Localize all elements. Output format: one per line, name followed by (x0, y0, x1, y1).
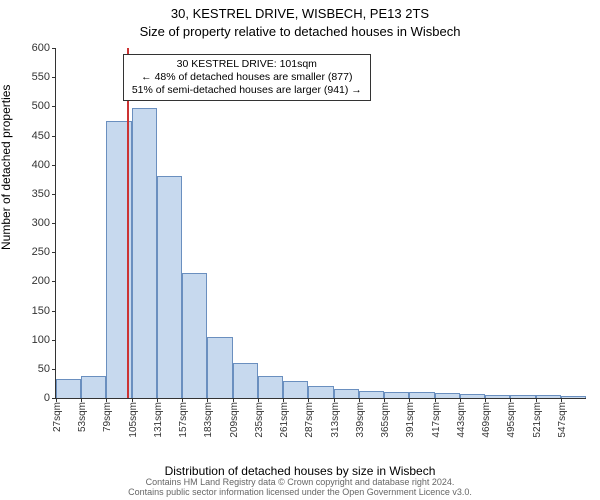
x-tick-mark (359, 398, 360, 402)
histogram-bar (157, 176, 182, 398)
x-tick-label: 105sqm (125, 402, 139, 438)
x-tick-mark (510, 398, 511, 402)
y-tick-mark (52, 136, 56, 137)
chart-container: 30, KESTREL DRIVE, WISBECH, PE13 2TS Siz… (0, 0, 600, 500)
histogram-bar (182, 273, 207, 398)
x-tick-mark (384, 398, 385, 402)
x-tick-label: 235sqm (251, 402, 265, 438)
x-tick-mark (157, 398, 158, 402)
x-tick-mark (561, 398, 562, 402)
x-tick-label: 209sqm (226, 402, 240, 438)
annotation-box: 30 KESTREL DRIVE: 101sqm← 48% of detache… (123, 54, 371, 101)
histogram-bar (258, 376, 283, 398)
x-tick-mark (283, 398, 284, 402)
annotation-line3: 51% of semi-detached houses are larger (… (132, 84, 362, 96)
title-address: 30, KESTREL DRIVE, WISBECH, PE13 2TS (0, 6, 600, 21)
histogram-bar (132, 108, 157, 399)
histogram-bar (510, 395, 535, 398)
attribution-line1: Contains HM Land Registry data © Crown c… (146, 477, 455, 487)
title-subtitle: Size of property relative to detached ho… (0, 24, 600, 39)
y-tick-mark (52, 252, 56, 253)
histogram-bar (81, 376, 106, 398)
x-tick-label: 469sqm (478, 402, 492, 438)
x-tick-mark (258, 398, 259, 402)
x-tick-mark (409, 398, 410, 402)
histogram-bar (308, 386, 333, 398)
histogram-bar (207, 337, 232, 398)
x-tick-label: 287sqm (301, 402, 315, 438)
y-tick-mark (52, 106, 56, 107)
x-tick-label: 547sqm (554, 402, 568, 438)
x-tick-label: 339sqm (352, 402, 366, 438)
y-tick-mark (52, 194, 56, 195)
x-tick-mark (182, 398, 183, 402)
x-tick-label: 495sqm (503, 402, 517, 438)
y-tick-mark (52, 340, 56, 341)
y-tick-mark (52, 48, 56, 49)
x-tick-label: 521sqm (529, 402, 543, 438)
x-tick-mark (485, 398, 486, 402)
y-tick-mark (52, 281, 56, 282)
x-tick-label: 313sqm (327, 402, 341, 438)
x-tick-label: 131sqm (150, 402, 164, 438)
y-tick-mark (52, 165, 56, 166)
histogram-bar (561, 396, 586, 398)
histogram-bar (485, 395, 510, 399)
x-tick-mark (81, 398, 82, 402)
x-tick-label: 79sqm (99, 402, 113, 432)
x-tick-label: 261sqm (276, 402, 290, 438)
y-axis-label: Number of detached properties (0, 85, 13, 250)
x-tick-mark (233, 398, 234, 402)
x-tick-mark (536, 398, 537, 402)
x-tick-label: 183sqm (200, 402, 214, 438)
plot-area: 05010015020025030035040045050055060027sq… (55, 48, 586, 399)
x-tick-mark (207, 398, 208, 402)
x-tick-label: 27sqm (49, 402, 63, 432)
y-tick-mark (52, 223, 56, 224)
x-tick-mark (132, 398, 133, 402)
histogram-bar (233, 363, 258, 398)
annotation-line1: 30 KESTREL DRIVE: 101sqm (177, 58, 317, 70)
histogram-bar (460, 394, 485, 398)
histogram-bar (283, 381, 308, 399)
x-tick-mark (460, 398, 461, 402)
x-tick-mark (435, 398, 436, 402)
x-tick-mark (308, 398, 309, 402)
y-tick-mark (52, 77, 56, 78)
x-tick-label: 365sqm (377, 402, 391, 438)
attribution: Contains HM Land Registry data © Crown c… (0, 478, 600, 498)
x-tick-mark (106, 398, 107, 402)
x-axis-label: Distribution of detached houses by size … (0, 464, 600, 478)
x-tick-mark (56, 398, 57, 402)
histogram-bar (384, 392, 409, 398)
y-tick-mark (52, 311, 56, 312)
y-tick-mark (52, 369, 56, 370)
x-tick-label: 53sqm (74, 402, 88, 432)
histogram-bar (435, 393, 460, 398)
x-tick-label: 417sqm (428, 402, 442, 438)
x-tick-label: 157sqm (175, 402, 189, 438)
histogram-bar (56, 379, 81, 398)
histogram-bar (334, 389, 359, 398)
histogram-bar (409, 392, 434, 398)
histogram-bar (536, 395, 561, 398)
attribution-line2: Contains public sector information licen… (128, 487, 472, 497)
x-tick-label: 391sqm (402, 402, 416, 438)
annotation-line2: ← 48% of detached houses are smaller (87… (141, 71, 352, 83)
histogram-bar (359, 391, 384, 398)
x-tick-mark (334, 398, 335, 402)
x-tick-label: 443sqm (453, 402, 467, 438)
